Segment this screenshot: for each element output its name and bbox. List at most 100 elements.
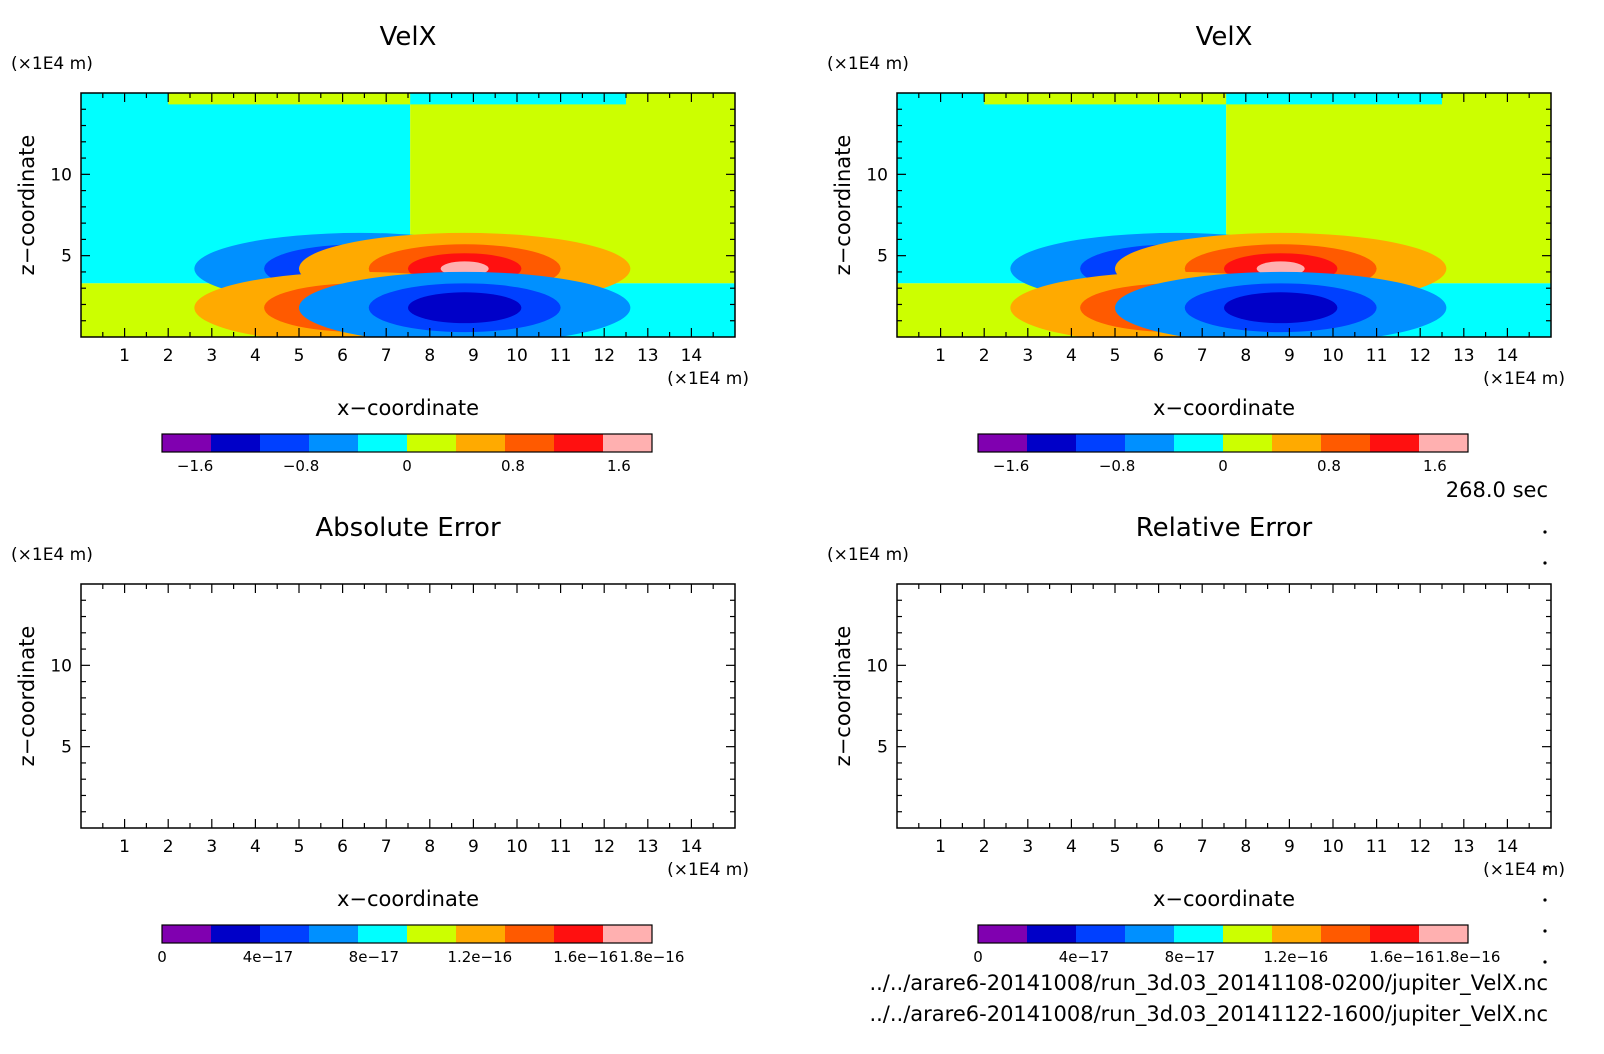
x-unit-label: (×1E4 m) <box>1483 860 1565 880</box>
x-tick-label: 11 <box>1366 346 1388 366</box>
y-tick-label: 10 <box>866 165 888 185</box>
colorbar-tick-label: 1.6e−16 <box>553 948 618 966</box>
colorbar-tick-label: 0.8 <box>1317 457 1341 475</box>
x-tick-label: 5 <box>1110 346 1121 366</box>
x-tick-label: 12 <box>1409 837 1431 857</box>
field-strip-top-right <box>1226 93 1442 105</box>
colorbar-swatch <box>358 925 408 943</box>
x-tick-label: 6 <box>1153 837 1164 857</box>
colorbar-tick-label: 1.6 <box>1423 457 1447 475</box>
colorbar-frame <box>161 924 653 944</box>
colorbar-tick-label: 0 <box>402 457 412 475</box>
x-tick-label: 11 <box>550 837 572 857</box>
x-tick-label: 13 <box>637 837 659 857</box>
colorbar-tick-label: −0.8 <box>283 457 319 475</box>
y-axis-label: z−coordinate <box>831 135 855 276</box>
chart-title: Absolute Error <box>315 513 501 543</box>
x-tick-label: 1 <box>935 837 946 857</box>
field-layer <box>897 93 1551 337</box>
y-tick-label: 5 <box>61 738 72 758</box>
colorbar-tick-label: −1.6 <box>177 457 213 475</box>
colorbar-swatch <box>1321 925 1371 943</box>
file-path-2: ../../arare6-20141008/run_3d.03_20141122… <box>869 1002 1548 1027</box>
field-layer <box>81 93 735 337</box>
dot-mark <box>1543 898 1547 902</box>
colorbar-swatch <box>407 434 457 452</box>
colorbar-swatch <box>1223 434 1273 452</box>
colorbar-tick-label: 0.8 <box>501 457 525 475</box>
colorbar-swatch <box>505 434 555 452</box>
colorbar-frame <box>977 433 1469 453</box>
x-axis-label: x−coordinate <box>1153 396 1295 420</box>
x-tick-label: 8 <box>424 837 435 857</box>
file-path-1: ../../arare6-20141008/run_3d.03_20141108… <box>869 971 1548 996</box>
chart-panel-2: VelX(×1E4 m)(×1E4 m)1 2 3 4 5 6 7 8 9 10 11 12 13 145… <box>827 22 1565 475</box>
colorbar-swatch <box>554 925 604 943</box>
chart-title: VelX <box>1196 22 1253 52</box>
x-tick-label: 2 <box>979 837 990 857</box>
x-tick-label: 12 <box>1409 346 1431 366</box>
field-strip-top-left <box>168 93 411 105</box>
colorbar-swatch <box>554 434 604 452</box>
chart-panel-4: Relative Error(×1E4 m)(×1E4 m)1 2 3 4 5 6 7 8 9 1… <box>827 513 1565 966</box>
x-tick-label: 4 <box>250 346 261 366</box>
x-tick-label: 1 <box>119 346 130 366</box>
colorbar-frame <box>977 924 1469 944</box>
colorbar-tick-label: 1.2e−16 <box>1263 948 1328 966</box>
plot-frame <box>80 583 736 829</box>
x-tick-label: 11 <box>550 346 572 366</box>
y-unit-label: (×1E4 m) <box>11 545 93 565</box>
x-axis-label: x−coordinate <box>337 887 479 911</box>
x-axis-label: x−coordinate <box>337 396 479 420</box>
y-tick-label: 5 <box>877 247 888 267</box>
colorbar-frame <box>161 433 653 453</box>
colorbar-tick-label: 1.6 <box>607 457 631 475</box>
colorbar-swatch <box>603 434 653 452</box>
colorbar-tick-label: 8e−17 <box>349 948 399 966</box>
colorbar-swatch <box>1027 434 1077 452</box>
x-unit-label: (×1E4 m) <box>667 369 749 389</box>
x-tick-label: 2 <box>163 837 174 857</box>
y-axis-label: z−coordinate <box>15 135 39 276</box>
colorbar-swatch <box>456 434 506 452</box>
colorbar-tick-label: 0 <box>1218 457 1228 475</box>
x-tick-label: 14 <box>681 346 703 366</box>
y-tick-label: 5 <box>877 738 888 758</box>
colorbar-swatch <box>162 434 212 452</box>
x-tick-label: 6 <box>337 346 348 366</box>
x-tick-label: 3 <box>1022 837 1033 857</box>
x-tick-label: 1 <box>119 837 130 857</box>
x-tick-label: 7 <box>381 346 392 366</box>
colorbar-swatch <box>1370 434 1420 452</box>
colorbar-swatch <box>603 925 653 943</box>
x-tick-label: 11 <box>1366 837 1388 857</box>
dot-mark <box>1543 960 1547 964</box>
y-unit-label: (×1E4 m) <box>827 54 909 74</box>
x-tick-label: 3 <box>1022 346 1033 366</box>
x-tick-label: 9 <box>1284 837 1295 857</box>
colorbar-swatch <box>1125 434 1175 452</box>
colorbar-swatch <box>1174 925 1224 943</box>
plot-frame <box>896 583 1552 829</box>
colorbar-swatch <box>1272 434 1322 452</box>
colorbar-tick-label: 1.6e−16 <box>1369 948 1434 966</box>
colorbar-swatch <box>1419 925 1469 943</box>
dot-mark <box>1543 530 1547 534</box>
colorbar-tick-label: 8e−17 <box>1165 948 1215 966</box>
y-axis-label: z−coordinate <box>831 626 855 767</box>
colorbar-tick-label: 4e−17 <box>243 948 293 966</box>
dot-mark <box>1543 867 1547 871</box>
dot-mark <box>1543 929 1547 933</box>
x-tick-label: 9 <box>1284 346 1295 366</box>
colorbar-swatch <box>1076 925 1126 943</box>
x-tick-label: 7 <box>1197 837 1208 857</box>
chart-title: Relative Error <box>1136 513 1313 543</box>
y-tick-label: 5 <box>61 247 72 267</box>
x-tick-label: 1 <box>935 346 946 366</box>
margin-dots <box>1543 530 1547 964</box>
field-strip-top-left <box>984 93 1227 105</box>
chart-panel-1: VelX(×1E4 m)(×1E4 m)1 2 3 4 5 6 7 8 9 10 11 12 13 145… <box>11 22 749 475</box>
colorbar-tick-label: 0 <box>973 948 983 966</box>
x-tick-label: 5 <box>1110 837 1121 857</box>
